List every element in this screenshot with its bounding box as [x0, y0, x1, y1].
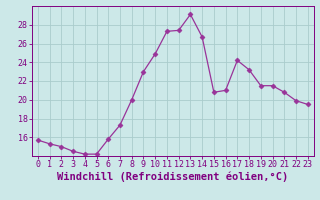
X-axis label: Windchill (Refroidissement éolien,°C): Windchill (Refroidissement éolien,°C)	[57, 172, 288, 182]
